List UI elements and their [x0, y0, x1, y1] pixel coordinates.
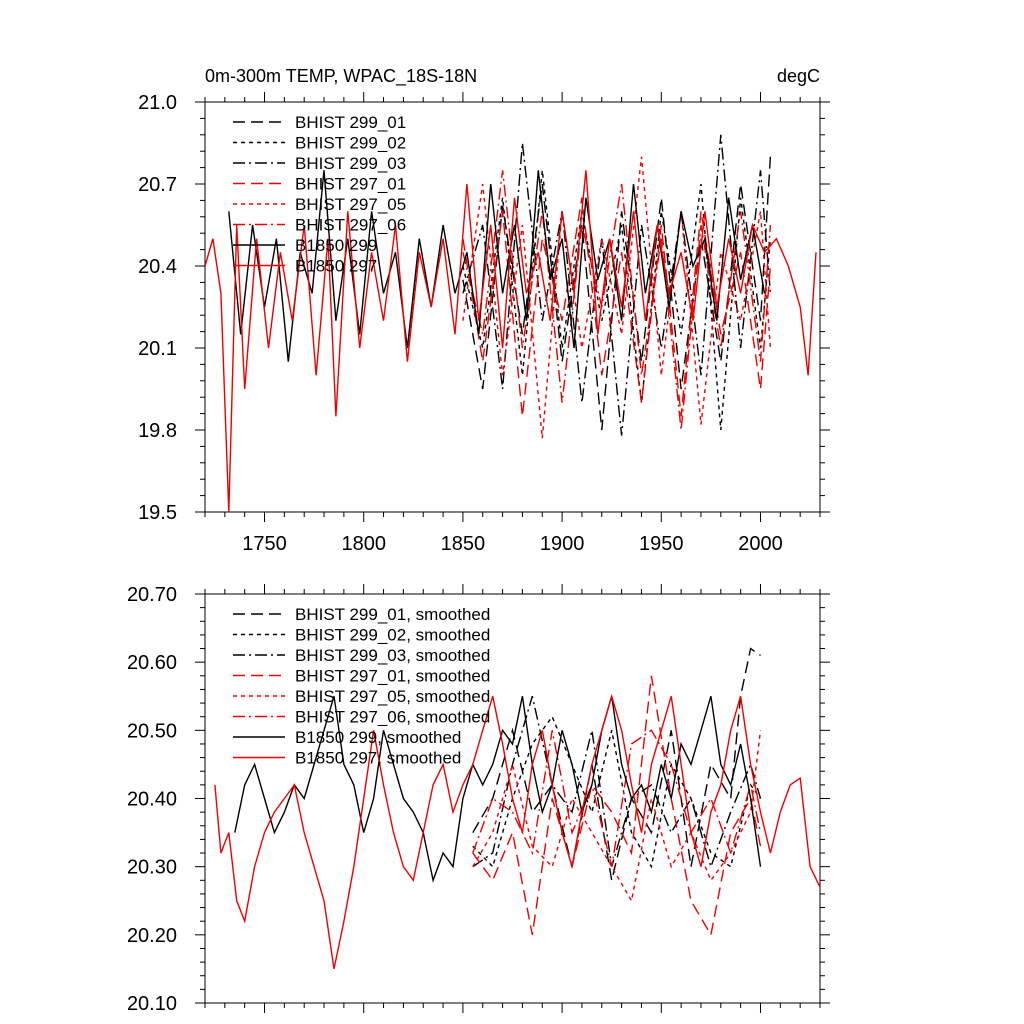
legend-label: BHIST 297_01, smoothed — [295, 667, 490, 686]
y-tick-label: 20.7 — [138, 174, 177, 196]
series-line — [472, 696, 762, 869]
legend-label: B1850 297, smoothed — [295, 749, 461, 768]
legend-label: BHIST 297_06, smoothed — [295, 708, 490, 727]
legend-label: B1850 297 — [295, 257, 377, 276]
series-line — [462, 170, 772, 431]
x-tick-label: 1900 — [540, 533, 585, 555]
bottom-plot: 20.10 20.20 20.30 20.40 20.50 20.60 20.70 BHIST… — [127, 584, 830, 1015]
legend-label: BHIST 299_01 — [295, 113, 406, 132]
y-tick-label: 20.1 — [138, 338, 177, 360]
legend-label: BHIST 299_01, smoothed — [295, 605, 490, 624]
series-line — [214, 693, 820, 970]
y-tick-label: 19.8 — [138, 420, 177, 442]
x-tick-label: 1950 — [639, 533, 684, 555]
series-line — [205, 170, 817, 512]
y-tick-label: 19.5 — [138, 502, 177, 524]
top-plot: 1750 1800 1850 1900 1950 2000 19.5 19.8 20.1 20.4… — [138, 66, 830, 555]
x-tick-label: 1750 — [242, 533, 287, 555]
units-label: degC — [777, 66, 820, 86]
plot-frame — [204, 101, 821, 513]
y-tick-label: 20.40 — [127, 789, 177, 811]
y-tick-label: 20.10 — [127, 993, 177, 1015]
y-tick-label: 20.50 — [127, 720, 177, 742]
legend-label: BHIST 299_02, smoothed — [295, 626, 490, 645]
legend-label: BHIST 297_06 — [295, 216, 406, 235]
legend-label: BHIST 297_01 — [295, 175, 406, 194]
x-tick-label: 1850 — [441, 533, 486, 555]
chart-title: 0m-300m TEMP, WPAC_18S-18N — [205, 66, 477, 87]
legend-label: BHIST 297_05, smoothed — [295, 687, 490, 706]
series-line — [462, 156, 772, 431]
series-line — [472, 647, 761, 881]
series-line — [228, 170, 766, 362]
series-line — [472, 729, 762, 867]
series-line — [472, 715, 762, 869]
y-tick-label: 20.20 — [127, 925, 177, 947]
y-tick-label: 20.70 — [127, 584, 177, 606]
legend-label: BHIST 299_03, smoothed — [295, 646, 490, 665]
y-tick-label: 20.30 — [127, 857, 177, 879]
series-line — [472, 675, 762, 937]
legend-label: BHIST 299_03 — [295, 154, 406, 173]
legend-label: BHIST 297_05 — [295, 195, 406, 214]
legend-label: B1850 299 — [295, 236, 377, 255]
series-line — [472, 730, 762, 903]
y-tick-label: 20.4 — [138, 256, 177, 278]
x-tick-label: 1800 — [341, 533, 386, 555]
y-tick-label: 21.0 — [138, 92, 177, 114]
series-line — [234, 696, 762, 883]
x-tick-label: 2000 — [738, 533, 783, 555]
y-tick-label: 20.60 — [127, 652, 177, 674]
series-line — [462, 134, 772, 436]
series-line — [462, 170, 772, 431]
legend-label: B1850 299, smoothed — [295, 728, 461, 747]
legend-label: BHIST 299_02 — [295, 134, 406, 153]
